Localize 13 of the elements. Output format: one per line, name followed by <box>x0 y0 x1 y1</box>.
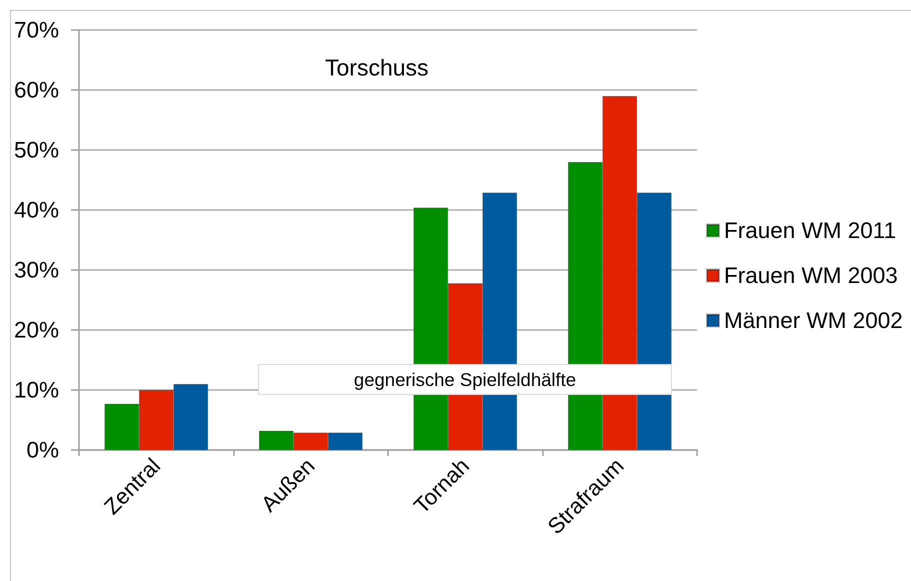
y-tick-label: 60% <box>14 78 60 102</box>
y-tick-label: 70% <box>14 18 60 42</box>
y-tick-label: 0% <box>26 438 60 462</box>
legend-label: Frauen WM 2011 <box>724 218 896 243</box>
y-tick-label: 30% <box>14 258 60 282</box>
legend-label: Frauen WM 2003 <box>724 263 898 288</box>
annotation: gegnerische Spielfeldhälfte <box>354 368 576 390</box>
legend-label: Männer WM 2002 <box>724 308 903 333</box>
text: Torschuss <box>325 54 429 80</box>
y-tick-label: 20% <box>14 318 60 342</box>
y-tick-label: 10% <box>14 378 60 402</box>
y-tick-label: 50% <box>14 138 60 162</box>
y-tick-label: 40% <box>14 198 60 222</box>
